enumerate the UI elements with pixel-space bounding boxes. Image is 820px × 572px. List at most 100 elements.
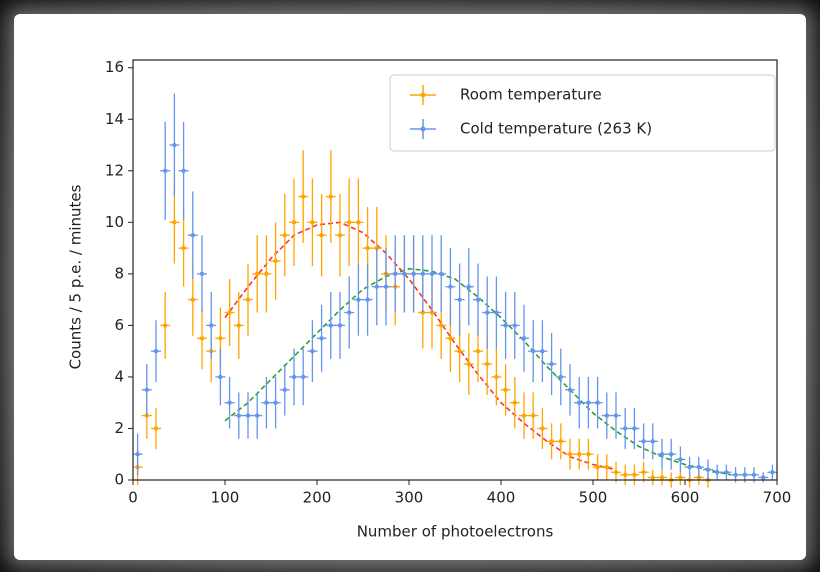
point (531, 348, 536, 354)
point (199, 271, 205, 277)
point (273, 400, 278, 405)
x-tick-label: 400 (487, 489, 516, 507)
point (485, 361, 490, 367)
point (393, 271, 398, 277)
point (209, 323, 214, 328)
point (531, 413, 536, 418)
point (567, 387, 573, 393)
point (604, 413, 609, 418)
point (273, 258, 278, 264)
point (181, 245, 186, 251)
point (475, 297, 481, 302)
point (457, 348, 462, 354)
point (650, 475, 655, 480)
point (475, 348, 481, 354)
point (549, 361, 554, 367)
point (337, 233, 343, 238)
point (715, 470, 720, 475)
x-tick-label: 100 (211, 489, 240, 507)
x-tick-label: 600 (671, 489, 700, 507)
point (245, 413, 251, 418)
point (540, 426, 545, 431)
point (659, 475, 665, 480)
point (632, 426, 637, 431)
point (494, 310, 499, 315)
x-tick-label: 200 (303, 489, 332, 507)
point (613, 413, 619, 418)
y-tick-label: 6 (114, 316, 124, 334)
point (641, 470, 646, 475)
x-axis-label: Number of photoelectrons (357, 523, 554, 541)
point (347, 220, 352, 225)
point (512, 400, 517, 405)
x-tick-label: 700 (763, 489, 792, 507)
x-tick-label: 300 (395, 489, 424, 507)
point (153, 426, 159, 431)
point (770, 470, 775, 475)
point (255, 271, 260, 277)
y-tick-label: 14 (105, 110, 124, 128)
point (521, 336, 527, 341)
point (595, 464, 600, 470)
point (641, 439, 646, 444)
point (199, 336, 205, 341)
y-tick-label: 2 (114, 419, 124, 437)
point (558, 374, 563, 380)
point (448, 336, 453, 341)
point (586, 452, 591, 457)
y-tick-label: 4 (114, 367, 124, 385)
point (586, 400, 591, 405)
point (227, 400, 232, 405)
series (132, 93, 778, 483)
y-tick-label: 0 (114, 471, 124, 489)
point (310, 220, 315, 225)
point (687, 464, 692, 470)
point (301, 374, 306, 380)
point (420, 271, 425, 277)
point (236, 413, 241, 418)
point (466, 284, 471, 289)
point (678, 457, 683, 462)
point (669, 452, 674, 457)
point (521, 413, 527, 418)
point (485, 310, 490, 315)
point (337, 323, 343, 328)
point (172, 220, 177, 225)
point (742, 472, 747, 478)
point (577, 400, 582, 405)
point (190, 233, 195, 238)
point (623, 426, 628, 431)
point (577, 452, 582, 457)
point (595, 400, 600, 405)
point (402, 271, 407, 277)
point (494, 374, 499, 380)
y-tick-label: 12 (105, 161, 124, 179)
point (227, 310, 232, 315)
x-tick-label: 500 (579, 489, 608, 507)
point (218, 374, 223, 380)
point (650, 439, 655, 444)
point (733, 472, 738, 478)
point (659, 452, 665, 457)
point (291, 374, 297, 380)
point (291, 220, 297, 225)
point (356, 220, 361, 225)
y-tick-label: 16 (105, 58, 124, 76)
point (696, 464, 701, 470)
point (347, 310, 352, 315)
point (512, 323, 517, 328)
point (549, 439, 554, 444)
point (328, 194, 333, 199)
point (319, 336, 324, 341)
point (613, 470, 619, 475)
legend-swatch (420, 126, 426, 132)
point (567, 452, 573, 457)
point (761, 475, 766, 480)
point (328, 323, 333, 328)
point (144, 387, 149, 393)
point (218, 336, 223, 341)
point (236, 323, 241, 328)
point (466, 361, 471, 367)
fit-curve (224, 267, 732, 476)
